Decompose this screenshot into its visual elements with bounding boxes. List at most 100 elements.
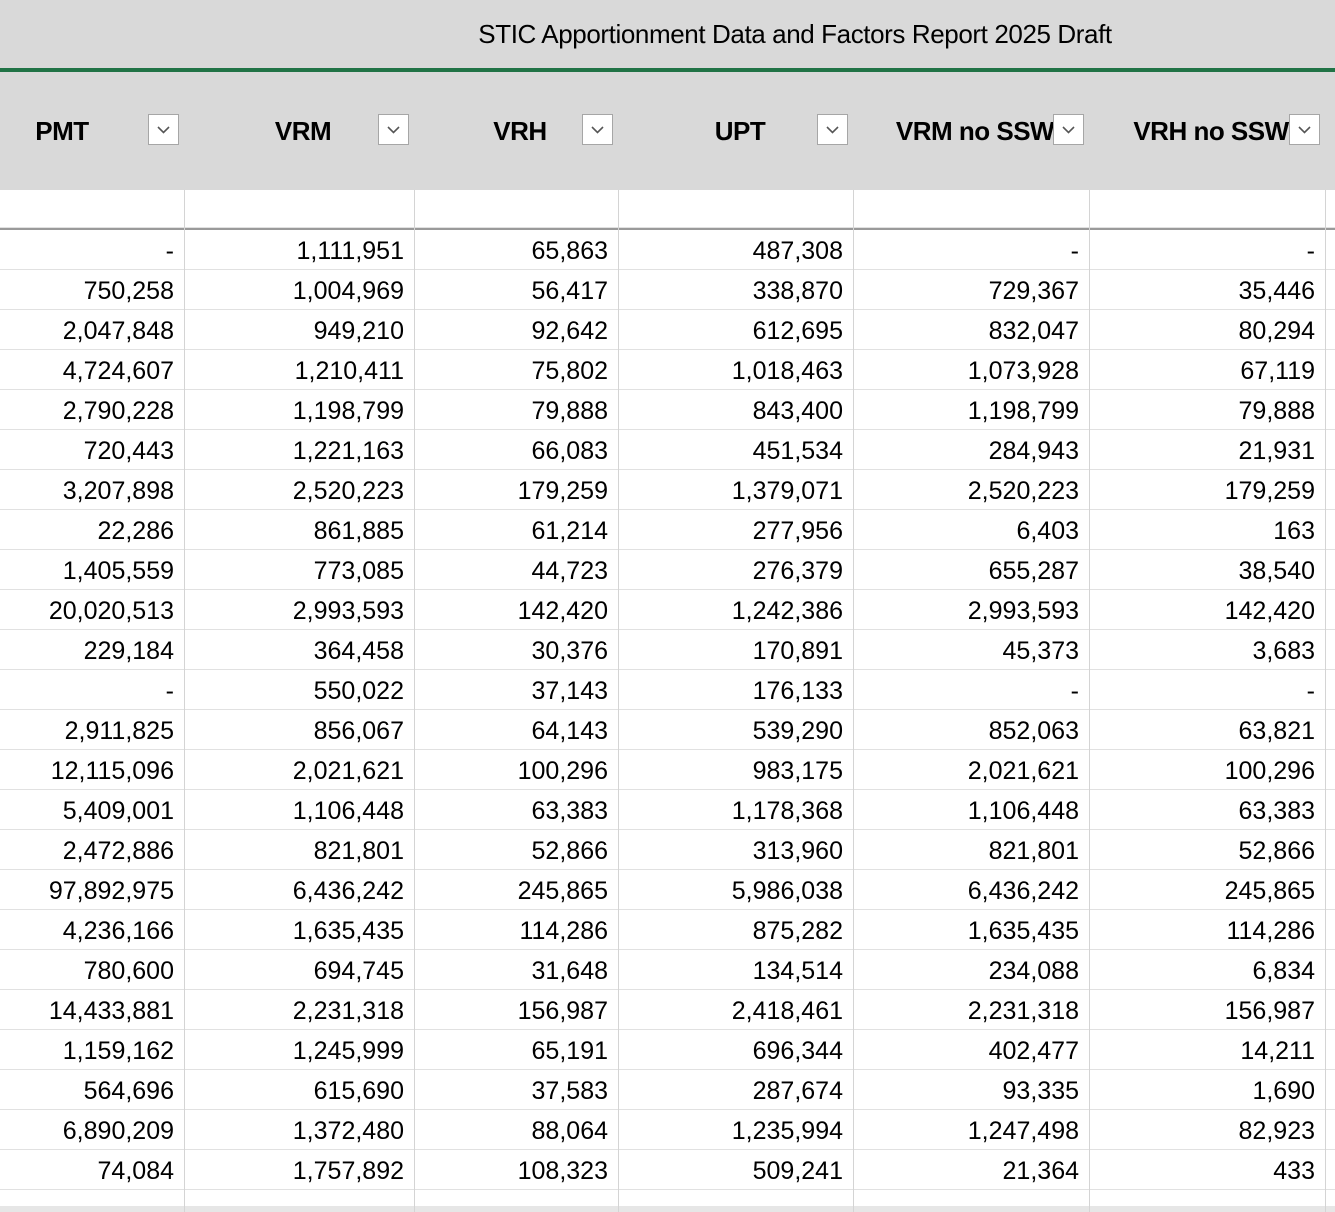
column-header: PMT (35, 116, 89, 146)
table-cell: 22,286 (97, 517, 174, 545)
table-cell: 80,294 (1238, 317, 1315, 345)
table-cell: 3,207,898 (62, 477, 174, 505)
table-cell: 20,020,513 (48, 597, 174, 625)
filter-button[interactable] (1053, 114, 1084, 145)
table-cell: 402,477 (988, 1037, 1079, 1065)
header-rule (0, 227, 1335, 230)
row-line (0, 309, 1335, 310)
column-line (414, 190, 415, 1212)
table-cell: 750,258 (83, 277, 174, 305)
table-cell: 1,111,951 (296, 237, 404, 265)
report-title: STIC Apportionment Data and Factors Repo… (478, 19, 1112, 49)
table-cell: 14,211 (1240, 1037, 1315, 1065)
row-line (0, 469, 1335, 470)
table-cell: 2,231,318 (292, 997, 404, 1025)
table-cell: 2,021,621 (292, 757, 404, 785)
scroll-edge (0, 1206, 1335, 1212)
table-cell: 163 (1273, 517, 1315, 545)
table-cell: 114,286 (1226, 917, 1315, 945)
filter-button[interactable] (582, 114, 613, 145)
table-cell: 65,191 (531, 1037, 608, 1065)
table-cell: 52,866 (1238, 837, 1315, 865)
table-cell: 2,047,848 (62, 317, 174, 345)
table-cell: 720,443 (83, 437, 174, 465)
table-cell: - (1306, 237, 1315, 265)
column-header: VRM (274, 116, 332, 146)
row-line (0, 669, 1335, 670)
table-cell: 451,534 (752, 437, 843, 465)
table-cell: 612,695 (752, 317, 843, 345)
table-cell: 2,790,228 (62, 397, 174, 425)
table-cell: 832,047 (988, 317, 1079, 345)
table-cell: 313,960 (752, 837, 843, 865)
table-cell: 75,802 (531, 357, 608, 385)
row-line (0, 349, 1335, 350)
table-cell: 5,986,038 (731, 877, 843, 905)
table-cell: 142,420 (517, 597, 608, 625)
table-cell: 176,133 (752, 677, 843, 705)
row-line (0, 1109, 1335, 1110)
table-cell: 1,635,435 (967, 917, 1079, 945)
row-line (0, 1189, 1335, 1190)
table-cell: 6,834 (1252, 957, 1315, 985)
table-cell: 179,259 (1224, 477, 1315, 505)
table-cell: 2,418,461 (731, 997, 843, 1025)
table-cell: 1,235,994 (731, 1117, 843, 1145)
table-cell: 2,520,223 (967, 477, 1079, 505)
table-cell: 2,021,621 (967, 757, 1079, 785)
table-cell: 61,214 (531, 517, 608, 545)
header-row (0, 72, 1335, 190)
chevron (1062, 126, 1075, 134)
table-cell: 63,383 (1238, 797, 1315, 825)
title-bar (0, 0, 1335, 68)
table-cell: 38,540 (1238, 557, 1315, 585)
table-cell: 170,891 (752, 637, 843, 665)
table-cell: - (165, 677, 174, 705)
table-cell: 277,956 (752, 517, 843, 545)
filter-button[interactable] (378, 114, 409, 145)
row-line (0, 549, 1335, 550)
row-line (0, 869, 1335, 870)
table-cell: 1,073,928 (967, 357, 1079, 385)
table-cell: 1,178,368 (731, 797, 843, 825)
table-cell: 65,863 (531, 237, 608, 265)
row-line (0, 709, 1335, 710)
table-cell: 1,221,163 (292, 437, 404, 465)
table-cell: - (1070, 237, 1079, 265)
table-cell: 45,373 (1002, 637, 1079, 665)
row-line (0, 949, 1335, 950)
table-cell: 35,446 (1238, 277, 1315, 305)
row-line (0, 1029, 1335, 1030)
table-cell: 108,323 (517, 1157, 608, 1185)
table-cell: 1,379,071 (731, 477, 843, 505)
table-cell: 100,296 (517, 757, 608, 785)
table-cell: 63,821 (1238, 717, 1315, 745)
filter-button[interactable] (817, 114, 848, 145)
column-header: VRH (493, 116, 547, 146)
table-cell: 821,801 (313, 837, 404, 865)
table-cell: 134,514 (752, 957, 843, 985)
table-cell: 1,757,892 (292, 1157, 404, 1185)
table-cell: - (165, 237, 174, 265)
table-cell: 4,724,607 (62, 357, 174, 385)
row-line (0, 629, 1335, 630)
table-cell: 142,420 (1224, 597, 1315, 625)
table-cell: 655,287 (988, 557, 1079, 585)
table-cell: 100,296 (1224, 757, 1315, 785)
table-cell: 56,417 (531, 277, 608, 305)
filter-button[interactable] (148, 114, 179, 145)
table-cell: 729,367 (988, 277, 1079, 305)
table-cell: 52,866 (531, 837, 608, 865)
table-cell: 14,433,881 (48, 997, 174, 1025)
table-cell: 856,067 (313, 717, 404, 745)
table-cell: 1,247,498 (967, 1117, 1079, 1145)
filter-button[interactable] (1289, 114, 1320, 145)
table-cell: 1,690 (1252, 1077, 1315, 1105)
table-cell: 550,022 (313, 677, 404, 705)
row-line (0, 227, 1335, 228)
table-cell: 6,890,209 (62, 1117, 174, 1145)
table-cell: 4,236,166 (62, 917, 174, 945)
table-cell: 1,242,386 (731, 597, 843, 625)
table-cell: 44,723 (531, 557, 608, 585)
